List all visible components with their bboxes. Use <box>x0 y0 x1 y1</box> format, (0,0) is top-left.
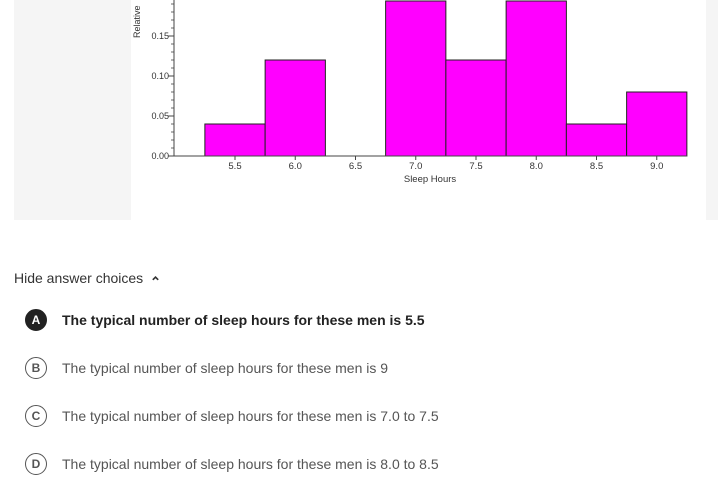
histogram-bar <box>626 91 688 157</box>
y-axis: 0.00 0.05 0.10 0.15 <box>151 0 175 161</box>
x-tick-label: 8.5 <box>590 161 603 172</box>
chart-right-panel <box>706 0 718 220</box>
hide-answer-choices-toggle[interactable]: Hide answer choices <box>14 270 160 286</box>
x-tick-label: 7.5 <box>469 161 482 172</box>
choice-letter-badge: A <box>25 309 47 331</box>
histogram-chart: Relative 0.00 0.05 0.10 0.15 5.5 6.0 6.5 7.0 7.… <box>132 0 688 185</box>
choice-letter-badge: D <box>25 453 47 475</box>
y-tick-label: 0.15 <box>151 31 169 41</box>
x-axis: 5.5 6.0 6.5 7.0 7.5 8.0 8.5 9.0 <box>174 155 687 172</box>
x-axis-label: Sleep Hours <box>404 174 457 185</box>
answer-choice-b[interactable]: B The typical number of sleep hours for … <box>25 357 388 379</box>
x-tick-label: 5.5 <box>228 161 241 172</box>
x-tick-label: 6.0 <box>289 161 302 172</box>
y-axis-label: Relative <box>132 5 142 38</box>
histogram-bar <box>264 59 326 157</box>
choice-letter-badge: B <box>25 357 47 379</box>
y-tick-label: 0.10 <box>151 71 169 81</box>
histogram-bars <box>204 0 688 157</box>
choice-text: The typical number of sleep hours for th… <box>62 408 439 424</box>
choice-text: The typical number of sleep hours for th… <box>62 312 425 328</box>
answer-choice-a[interactable]: A The typical number of sleep hours for … <box>25 309 425 331</box>
chart-left-panel <box>14 0 131 220</box>
y-tick-label: 0.00 <box>151 151 169 161</box>
choice-letter-badge: C <box>25 405 47 427</box>
chevron-up-icon <box>152 275 159 280</box>
x-tick-label: 6.5 <box>349 161 362 172</box>
histogram-bar <box>204 123 266 157</box>
histogram-bar <box>445 59 507 157</box>
x-tick-label: 7.0 <box>409 161 422 172</box>
toggle-label: Hide answer choices <box>14 270 144 286</box>
histogram-bar <box>505 0 567 157</box>
answer-choice-c[interactable]: C The typical number of sleep hours for … <box>25 405 439 427</box>
answer-choice-d[interactable]: D The typical number of sleep hours for … <box>25 453 439 475</box>
choice-text: The typical number of sleep hours for th… <box>62 360 389 376</box>
choice-text: The typical number of sleep hours for th… <box>62 456 439 472</box>
y-tick-label: 0.05 <box>151 111 169 121</box>
histogram-bar <box>385 0 447 157</box>
x-tick-label: 9.0 <box>650 161 663 172</box>
histogram-bar <box>565 123 628 157</box>
x-tick-label: 8.0 <box>530 161 543 172</box>
